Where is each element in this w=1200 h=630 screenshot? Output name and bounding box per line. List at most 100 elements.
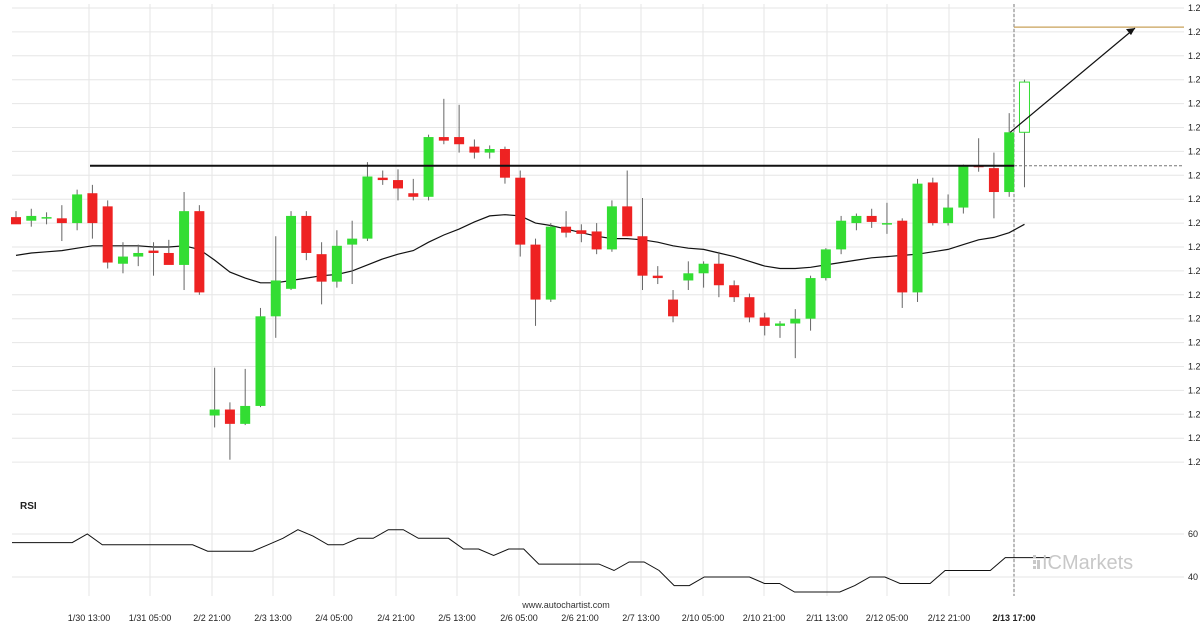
- time-tick-label: 2/7 13:00: [622, 613, 660, 623]
- time-tick-label: 2/5 13:00: [438, 613, 476, 623]
- candle: [209, 367, 220, 428]
- candle: [912, 178, 923, 302]
- bearish-candle-body: [316, 254, 327, 282]
- price-tick-label: 1.2246: [1188, 457, 1200, 467]
- candle: [301, 211, 312, 261]
- candle: [331, 230, 342, 288]
- candle: [836, 215, 847, 255]
- candle: [652, 266, 663, 285]
- candle: [866, 208, 877, 228]
- price-tick-label: 1.2406: [1188, 266, 1200, 276]
- candle: [988, 152, 999, 219]
- grid-layer: [12, 4, 1184, 596]
- forecast-arrow-head: [1126, 28, 1135, 36]
- broker-name-prefix: IC: [1042, 552, 1062, 574]
- time-tick-label: 2/4 05:00: [315, 613, 353, 623]
- time-tick-label: 1/30 13:00: [68, 613, 111, 623]
- broker-name-suffix: Markets: [1062, 552, 1133, 574]
- bullish-candle-body: [820, 249, 831, 279]
- candle: [805, 275, 816, 331]
- candle: [224, 402, 235, 460]
- candle: [194, 205, 205, 295]
- bullish-candle-body: [958, 165, 969, 208]
- bearish-candle-body: [668, 299, 679, 317]
- time-tick-label: 2/2 21:00: [193, 613, 231, 623]
- candle: [897, 218, 908, 308]
- price-tick-label: 1.2266: [1188, 433, 1200, 443]
- levels-layer: [90, 26, 1184, 167]
- bearish-candle-body: [377, 177, 388, 181]
- candle: [11, 211, 21, 225]
- candle: [117, 242, 128, 274]
- broker-logo-icon: [1033, 555, 1040, 569]
- time-tick-label: 2/10 05:00: [682, 613, 725, 623]
- bullish-candle-body: [943, 207, 954, 224]
- candle: [347, 220, 358, 285]
- bullish-candle-body: [836, 220, 847, 250]
- candle: [72, 189, 83, 231]
- bearish-candle-body: [393, 180, 403, 189]
- candle: [377, 170, 388, 185]
- bearish-candle-body: [148, 250, 159, 253]
- bullish-candle-body: [881, 223, 892, 225]
- bullish-candle-body: [606, 206, 617, 250]
- candle: [530, 238, 541, 326]
- candle: [286, 211, 297, 291]
- candle: [820, 248, 831, 281]
- bearish-candle-body: [591, 231, 602, 250]
- candle: [545, 223, 556, 302]
- price-tick-label: 1.2486: [1188, 170, 1200, 180]
- bullish-candle-body: [179, 211, 190, 265]
- price-tick-label: 1.2506: [1188, 146, 1200, 156]
- candle: [26, 208, 37, 227]
- candle: [270, 236, 281, 338]
- bearish-candle-body: [744, 297, 755, 318]
- bearish-candle-body: [622, 206, 633, 237]
- bearish-candle-body: [927, 182, 938, 224]
- bullish-candle-body: [362, 176, 373, 239]
- bullish-candle-body: [41, 217, 52, 219]
- time-tick-label: 2/10 21:00: [743, 613, 786, 623]
- bearish-candle-body: [866, 215, 877, 222]
- time-tick-label: 2/4 21:00: [377, 613, 415, 623]
- price-tick-label: 1.2346: [1188, 338, 1200, 348]
- bearish-candle-body: [469, 146, 480, 153]
- bullish-candle-body: [805, 278, 816, 319]
- bullish-candle-body: [698, 263, 709, 274]
- candle: [484, 145, 495, 159]
- broker-name: ICMarkets: [1042, 552, 1133, 574]
- candle: [240, 368, 251, 426]
- candle: [393, 169, 403, 201]
- candle: [1018, 79, 1030, 188]
- price-tick-label: 1.2546: [1188, 99, 1200, 109]
- bearish-candle-body: [713, 263, 724, 286]
- candle: [591, 223, 602, 255]
- candle: [362, 162, 373, 242]
- bullish-candle-body: [545, 226, 556, 300]
- time-tick-label: 2/11 13:00: [806, 613, 848, 623]
- candle: [41, 212, 52, 225]
- bearish-candle-body: [438, 137, 449, 141]
- bullish-candle-body: [851, 215, 862, 224]
- bearish-candle-body: [56, 218, 67, 224]
- bearish-candle-body: [759, 317, 770, 326]
- time-tick-label: 2/12 05:00: [866, 613, 909, 623]
- candle: [729, 280, 740, 302]
- bearish-candle-body: [102, 206, 113, 263]
- candle: [881, 202, 892, 234]
- bearish-candle-body: [576, 230, 587, 234]
- bearish-candle-body: [637, 236, 648, 276]
- bullish-candle-body: [1004, 132, 1015, 193]
- candle: [576, 224, 587, 243]
- price-tick-label: 1.2566: [1188, 75, 1200, 85]
- bullish-candle-body: [423, 137, 434, 197]
- time-tick-label: 2/6 05:00: [500, 613, 538, 623]
- price-tick-label: 1.2326: [1188, 362, 1200, 372]
- source-credit: www.autochartist.com: [521, 600, 610, 610]
- price-tick-label: 1.2526: [1188, 123, 1200, 133]
- candle: [958, 164, 969, 214]
- bearish-candle-body: [301, 215, 312, 253]
- rsi-tick-label: 40: [1188, 572, 1198, 582]
- time-tick-label: 1/31 05:00: [129, 613, 172, 623]
